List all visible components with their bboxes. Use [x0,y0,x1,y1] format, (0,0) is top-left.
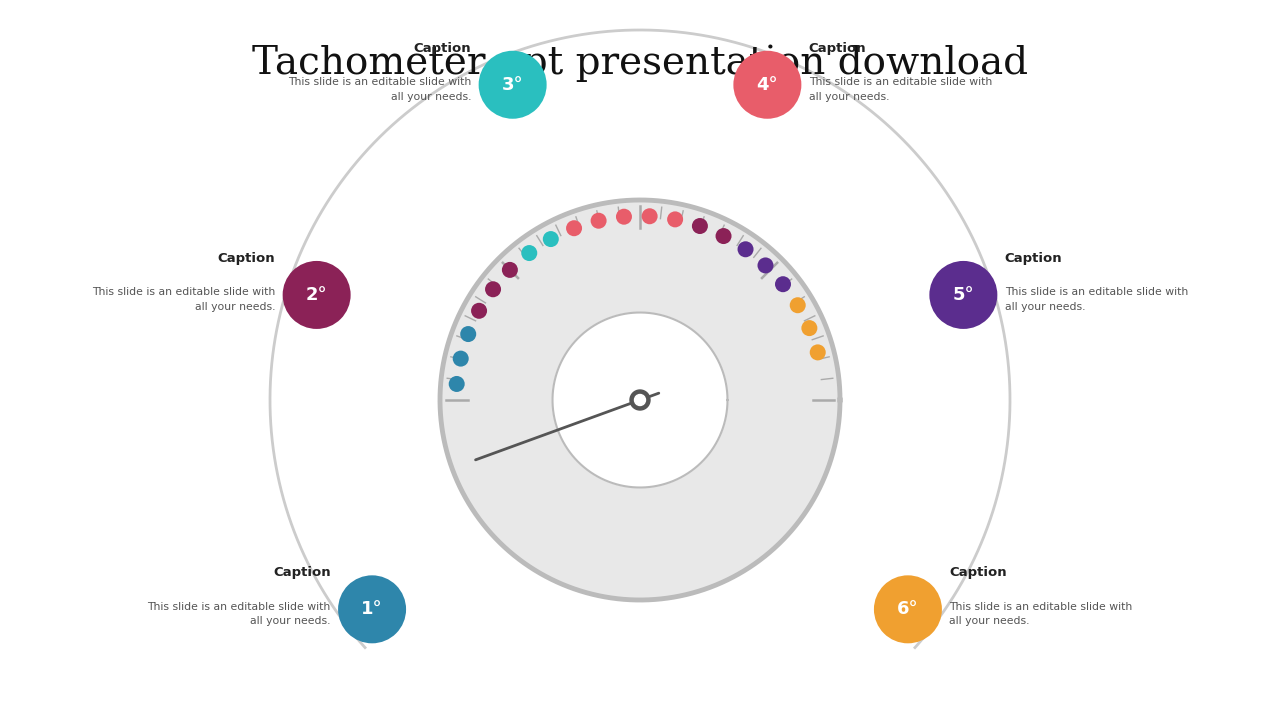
Circle shape [635,395,645,405]
Text: 1°: 1° [361,600,383,618]
Circle shape [630,390,650,410]
Text: Caption: Caption [1005,252,1062,265]
Text: Caption: Caption [273,566,330,579]
Circle shape [485,282,500,297]
Circle shape [521,245,538,261]
Circle shape [667,212,684,228]
Circle shape [338,575,406,644]
Text: 4°: 4° [756,76,778,94]
Polygon shape [553,312,727,487]
Circle shape [283,261,351,329]
Text: This slide is an editable slide with
all your needs.: This slide is an editable slide with all… [147,602,330,626]
Circle shape [801,320,818,336]
Text: 3°: 3° [502,76,524,94]
Text: This slide is an editable slide with
all your needs.: This slide is an editable slide with all… [288,77,471,102]
Circle shape [692,218,708,234]
Circle shape [590,212,607,229]
Text: Caption: Caption [413,42,471,55]
Text: Caption: Caption [218,252,275,265]
Circle shape [790,297,805,313]
Circle shape [758,258,773,274]
Polygon shape [440,200,840,600]
Text: This slide is an editable slide with
all your needs.: This slide is an editable slide with all… [92,287,275,312]
Circle shape [774,276,791,292]
Text: 2°: 2° [306,286,328,304]
Circle shape [641,208,658,224]
Circle shape [929,261,997,329]
Circle shape [616,209,632,225]
Text: 6°: 6° [897,600,919,618]
Circle shape [479,50,547,119]
Circle shape [874,575,942,644]
Circle shape [716,228,732,244]
Circle shape [471,303,488,319]
Circle shape [566,220,582,236]
Circle shape [810,344,826,361]
Circle shape [502,262,518,278]
Circle shape [543,231,559,247]
Circle shape [453,351,468,366]
Text: This slide is an editable slide with
all your needs.: This slide is an editable slide with all… [809,77,992,102]
Text: Caption: Caption [950,566,1007,579]
Circle shape [449,376,465,392]
Circle shape [737,241,754,257]
Text: Caption: Caption [809,42,867,55]
Circle shape [733,50,801,119]
Circle shape [461,326,476,342]
Text: 5°: 5° [952,286,974,304]
Text: This slide is an editable slide with
all your needs.: This slide is an editable slide with all… [950,602,1133,626]
Text: This slide is an editable slide with
all your needs.: This slide is an editable slide with all… [1005,287,1188,312]
Text: Tachometer ppt presentation download: Tachometer ppt presentation download [252,45,1028,83]
